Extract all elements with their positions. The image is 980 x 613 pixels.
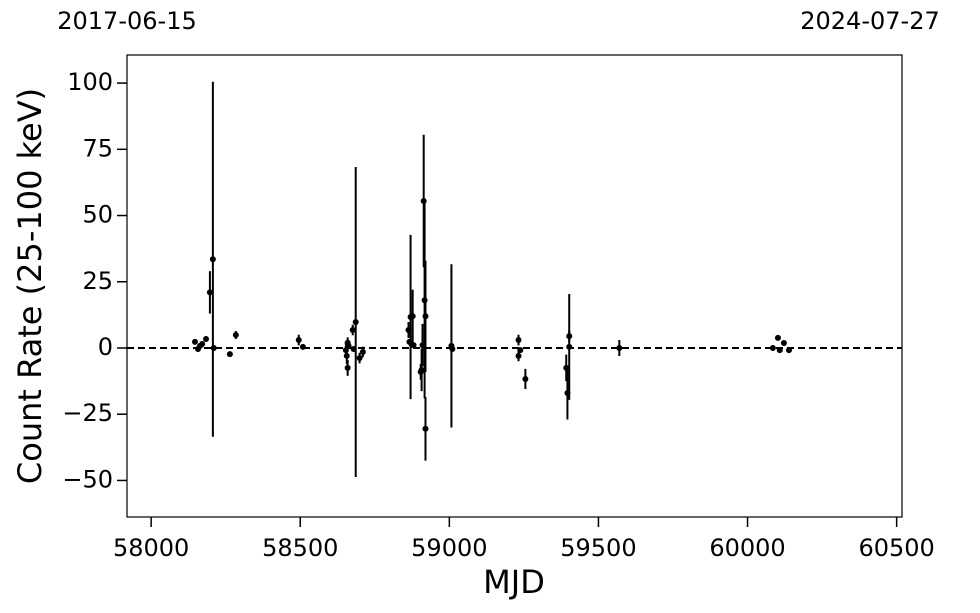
- x-tick-label: 59500: [560, 534, 636, 562]
- x-tick-label: 58000: [113, 534, 189, 562]
- data-point: [422, 313, 429, 320]
- data-point: [206, 289, 213, 296]
- y-tick-label: −50: [62, 465, 113, 493]
- data-point: [774, 334, 781, 341]
- data-point: [422, 425, 429, 432]
- data-point: [344, 364, 351, 371]
- x-axis-label: MJD: [483, 563, 545, 601]
- data-point: [769, 344, 776, 351]
- data-point: [418, 366, 425, 373]
- data-point: [449, 346, 456, 353]
- data-point: [517, 347, 524, 354]
- x-tick-label: 59000: [411, 534, 487, 562]
- data-point: [199, 341, 206, 348]
- plot-frame: [126, 54, 903, 518]
- data-point: [522, 375, 529, 382]
- data-point: [410, 342, 417, 349]
- y-tick-label: 25: [82, 267, 113, 295]
- data-point: [359, 348, 366, 355]
- data-point: [776, 347, 783, 354]
- data-point: [343, 352, 350, 359]
- data-point: [191, 338, 198, 345]
- data-point: [299, 343, 306, 350]
- data-point: [515, 352, 522, 359]
- data-point: [515, 337, 522, 344]
- top-date-label: 2017-06-15: [57, 7, 196, 35]
- data-point: [209, 256, 216, 263]
- y-tick-label: −25: [62, 399, 113, 427]
- data-point: [616, 344, 623, 351]
- data-point: [232, 332, 239, 339]
- data-point: [226, 351, 233, 358]
- x-tick-label: 60000: [709, 534, 785, 562]
- data-point: [785, 347, 792, 354]
- data-point: [349, 326, 356, 333]
- data-point: [352, 319, 359, 326]
- top-date-label: 2024-07-27: [800, 7, 939, 35]
- data-point: [780, 339, 787, 346]
- data-point: [356, 355, 363, 362]
- data-point: [345, 342, 352, 349]
- y-tick-label: 100: [67, 68, 113, 96]
- x-tick-label: 58500: [262, 534, 338, 562]
- y-tick-label: 75: [82, 134, 113, 162]
- data-point: [409, 313, 416, 320]
- data-point: [210, 344, 217, 351]
- y-tick-label: 50: [82, 201, 113, 229]
- data-point: [295, 337, 302, 344]
- data-point: [566, 343, 573, 350]
- y-axis-label: Count Rate (25-100 keV): [11, 88, 49, 484]
- x-tick-label: 60500: [858, 534, 934, 562]
- data-point: [203, 335, 210, 342]
- y-tick-label: 0: [98, 333, 113, 361]
